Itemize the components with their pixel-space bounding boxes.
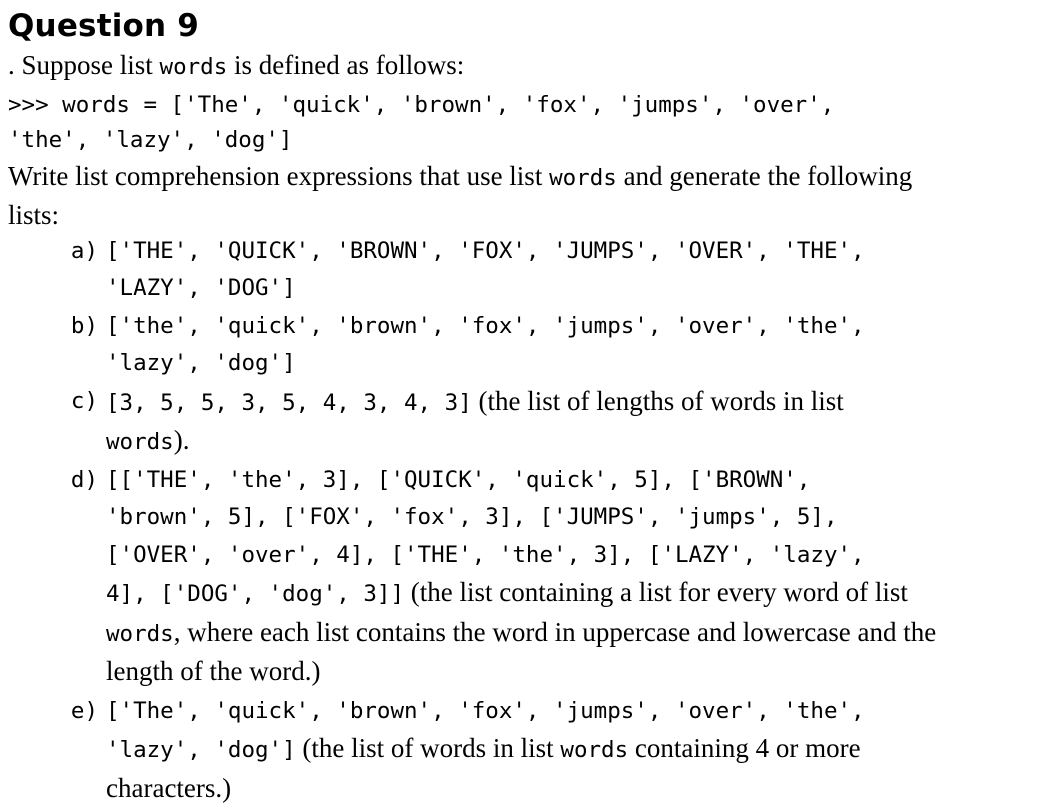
prose-text: containing 4 or more bbox=[628, 733, 860, 763]
item-label: c) bbox=[8, 384, 106, 463]
item-label-text: e) bbox=[71, 698, 98, 724]
item-label-text: d) bbox=[71, 467, 98, 493]
code-text: words bbox=[560, 737, 628, 763]
item-label: e) bbox=[8, 694, 106, 810]
list-item: c) [3, 5, 5, 3, 5, 4, 3, 4, 3] (the list … bbox=[8, 384, 1038, 463]
item-body: [3, 5, 5, 3, 5, 4, 3, 4, 3] (the list of… bbox=[106, 384, 1038, 463]
list-item: a) ['THE', 'QUICK', 'BROWN', 'FOX', 'JUMP… bbox=[8, 234, 1038, 309]
item-line: 'LAZY', 'DOG'] bbox=[106, 271, 1038, 309]
prose-text: (the list containing a list for every wo… bbox=[404, 577, 908, 607]
item-label-text: c) bbox=[71, 388, 98, 414]
item-line: [['THE', 'the', 3], ['QUICK', 'quick', 5… bbox=[106, 463, 1038, 501]
instruction-suffix: and generate the following bbox=[617, 161, 912, 191]
item-label: a) bbox=[8, 234, 106, 309]
item-line: 'brown', 5], ['FOX', 'fox', 3], ['JUMPS'… bbox=[106, 500, 1038, 538]
code-text: 'lazy', 'dog'] bbox=[106, 350, 296, 376]
item-label: b) bbox=[8, 309, 106, 384]
instruction-code: words bbox=[549, 165, 617, 191]
code-text: 'lazy', 'dog'] bbox=[106, 737, 296, 763]
item-line: [3, 5, 5, 3, 5, 4, 3, 4, 3] (the list of… bbox=[106, 384, 1038, 424]
item-line: ['OVER', 'over', 4], ['THE', 'the', 3], … bbox=[106, 538, 1038, 576]
item-line: 'lazy', 'dog'] bbox=[106, 346, 1038, 384]
item-line: words, where each list contains the word… bbox=[106, 615, 1038, 655]
intro-code: words bbox=[160, 54, 228, 80]
code-text: ['OVER', 'over', 4], ['THE', 'the', 3], … bbox=[106, 542, 865, 568]
code-text: 4], ['DOG', 'dog', 3]] bbox=[106, 581, 404, 607]
intro-prefix: . Suppose list bbox=[8, 50, 160, 80]
prose-text: characters.) bbox=[106, 773, 231, 803]
instruction-line: Write list comprehension expressions tha… bbox=[8, 159, 1038, 199]
intro-suffix: is defined as follows: bbox=[227, 50, 464, 80]
intro-line: . Suppose list words is defined as follo… bbox=[8, 48, 1038, 88]
prose-text: , where each list contains the word in u… bbox=[174, 617, 936, 647]
item-body: ['the', 'quick', 'brown', 'fox', 'jumps'… bbox=[106, 309, 1038, 384]
item-label-text: b) bbox=[71, 313, 98, 339]
code-text: [['THE', 'the', 3], ['QUICK', 'quick', 5… bbox=[106, 467, 810, 493]
code-text: 'LAZY', 'DOG'] bbox=[106, 275, 296, 301]
instruction-prefix: Write list comprehension expressions tha… bbox=[8, 161, 549, 191]
item-line: characters.) bbox=[106, 771, 1038, 810]
list-item: e) ['The', 'quick', 'brown', 'fox', 'jump… bbox=[8, 694, 1038, 810]
item-line: length of the word.) bbox=[106, 654, 1038, 694]
item-body: ['The', 'quick', 'brown', 'fox', 'jumps'… bbox=[106, 694, 1038, 810]
list-item: d) [['THE', 'the', 3], ['QUICK', 'quick',… bbox=[8, 463, 1038, 694]
prose-text: (the list of lengths of words in list bbox=[472, 386, 844, 416]
code-text: [3, 5, 5, 3, 5, 4, 3, 4, 3] bbox=[106, 390, 472, 416]
item-body: ['THE', 'QUICK', 'BROWN', 'FOX', 'JUMPS'… bbox=[106, 234, 1038, 309]
instruction-line-2: lists: bbox=[8, 198, 1038, 234]
code-text: words bbox=[106, 621, 174, 647]
item-line: ['The', 'quick', 'brown', 'fox', 'jumps'… bbox=[106, 694, 1038, 732]
code-text: 'brown', 5], ['FOX', 'fox', 3], ['JUMPS'… bbox=[106, 504, 838, 530]
prose-text: ). bbox=[174, 425, 190, 455]
item-body: [['THE', 'the', 3], ['QUICK', 'quick', 5… bbox=[106, 463, 1038, 694]
list-item: b) ['the', 'quick', 'brown', 'fox', 'jump… bbox=[8, 309, 1038, 384]
code-text: ['THE', 'QUICK', 'BROWN', 'FOX', 'JUMPS'… bbox=[106, 238, 865, 264]
definition-line-1: >>> words = ['The', 'quick', 'brown', 'f… bbox=[8, 88, 1038, 124]
item-label: d) bbox=[8, 463, 106, 694]
item-line: ['THE', 'QUICK', 'BROWN', 'FOX', 'JUMPS'… bbox=[106, 234, 1038, 272]
item-label-text: a) bbox=[71, 238, 98, 264]
question-title: Question 9 bbox=[8, 6, 1038, 46]
code-text: ['the', 'quick', 'brown', 'fox', 'jumps'… bbox=[106, 313, 865, 339]
item-line: 4], ['DOG', 'dog', 3]] (the list contain… bbox=[106, 575, 1038, 615]
prose-text: length of the word.) bbox=[106, 656, 320, 686]
definition-line-2: 'the', 'lazy', 'dog'] bbox=[8, 123, 1038, 159]
answer-items-list: a) ['THE', 'QUICK', 'BROWN', 'FOX', 'JUMP… bbox=[8, 234, 1038, 810]
prose-text: (the list of words in list bbox=[296, 733, 561, 763]
item-line: ['the', 'quick', 'brown', 'fox', 'jumps'… bbox=[106, 309, 1038, 347]
item-line: 'lazy', 'dog'] (the list of words in lis… bbox=[106, 731, 1038, 771]
question-document: Question 9 . Suppose list words is defin… bbox=[8, 6, 1038, 810]
item-line: words). bbox=[106, 423, 1038, 463]
code-text: words bbox=[106, 429, 174, 455]
code-text: ['The', 'quick', 'brown', 'fox', 'jumps'… bbox=[106, 698, 865, 724]
